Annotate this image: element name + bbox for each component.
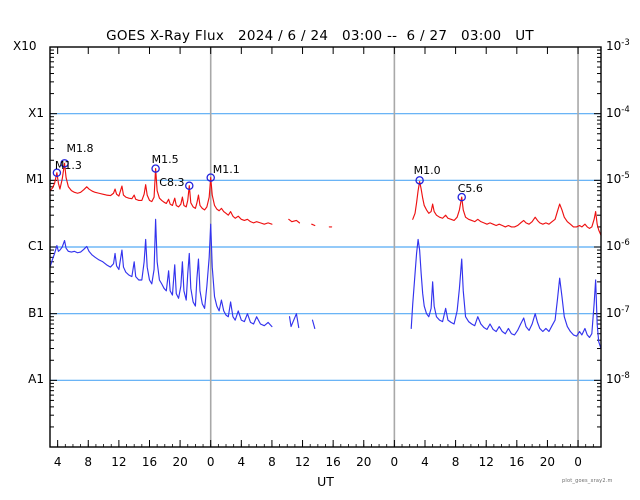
x-axis-tick-0: 4 (53, 455, 62, 469)
flare-label-m1-3: M1.3 (54, 158, 82, 172)
flare-label-m1-1: M1.1 (212, 162, 240, 176)
y-axis-right-tick-3: 10-6 (606, 238, 630, 253)
y-axis-right-tick-2: 10-5 (606, 171, 630, 187)
x-axis-tick-17: 0 (574, 455, 582, 469)
y-axis-right-tick-1: 10-4 (606, 104, 630, 120)
y-axis-tick-a1: A1 (28, 372, 44, 387)
x-axis-tick-8: 12 (294, 455, 311, 469)
flare-label-m1-8: M1.8 (66, 142, 94, 156)
x-axis-tick-1: 8 (84, 455, 93, 469)
chart-title: GOES X-Ray Flux 2024 / 6 / 24 03:00 -- 6… (106, 28, 534, 44)
x-axis-tick-15: 16 (509, 455, 525, 469)
x-axis-tick-11: 0 (390, 455, 399, 469)
x-axis-tick-16: 20 (539, 455, 556, 469)
x-axis-tick-3: 16 (141, 455, 158, 469)
x-axis-tick-5: 0 (206, 455, 215, 469)
y-axis-right-tick-0: 10-3 (606, 38, 630, 53)
watermark-text: plot_goes_xray2.m (562, 478, 613, 484)
y-axis-corner-label: X10 (13, 39, 37, 53)
flare-label-c8-3: C8.3 (159, 175, 185, 189)
y-axis-tick-m1: M1 (26, 172, 44, 187)
x-axis-title: UT (317, 474, 334, 489)
y-axis-tick-c1: C1 (27, 239, 44, 253)
x-axis-tick-2: 12 (111, 455, 127, 469)
y-axis-right-tick-4: 10-7 (606, 304, 630, 320)
y-axis-right-tick-5: 10-8 (606, 371, 630, 387)
flare-label-m1-0: M1.0 (413, 164, 441, 178)
flare-label-m1-5: M1.5 (151, 152, 179, 166)
x-axis-tick-6: 4 (237, 455, 246, 469)
y-axis-tick-b1: B1 (28, 305, 44, 320)
y-axis-tick-x1: X1 (28, 105, 44, 120)
x-axis-tick-7: 8 (268, 455, 276, 469)
x-axis-tick-9: 16 (325, 455, 341, 469)
x-axis-tick-14: 12 (478, 455, 494, 469)
x-axis-tick-13: 8 (451, 455, 460, 469)
x-axis-tick-12: 4 (421, 455, 429, 469)
flare-label-c5-6: C5.6 (457, 182, 483, 196)
x-axis-tick-10: 20 (356, 455, 372, 469)
x-axis-tick-4: 20 (172, 455, 188, 469)
